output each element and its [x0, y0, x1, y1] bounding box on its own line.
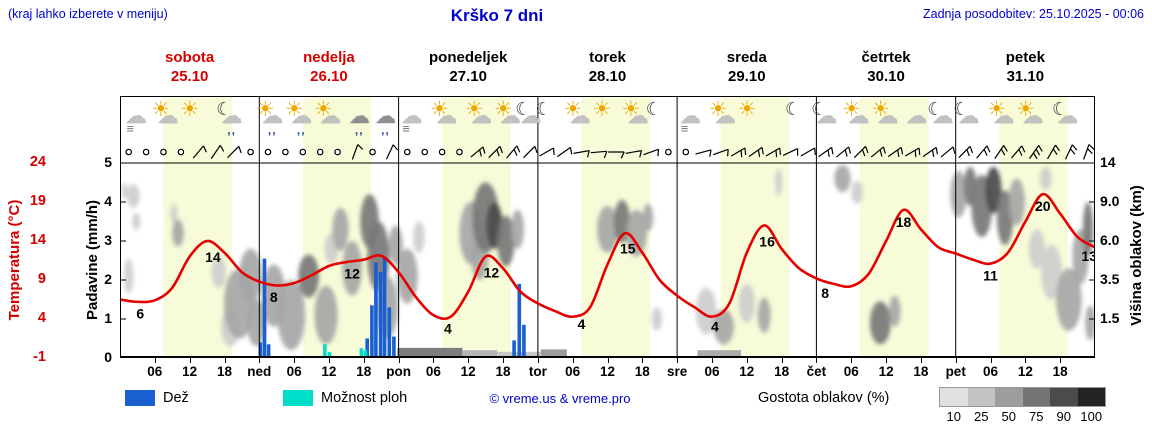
x-label-day: sre — [666, 364, 688, 379]
x-axis-labels: 06 12 18 ned 06 12 18 pon 06 12 18 tor 06 12 18 sre 06 12… — [120, 358, 1105, 384]
temperature-axis-label: Temperatura (°C) — [6, 199, 23, 321]
precipitation-axis-label: Padavine (mm/h) — [84, 199, 101, 321]
cloud-layer — [121, 165, 1095, 351]
x-label-day: pon — [386, 364, 411, 379]
menu-hint: (kraj lahko izberete v meniju) — [8, 7, 168, 21]
x-label-hour: 12 — [460, 364, 476, 379]
x-label-hour: 06 — [843, 364, 859, 379]
svg-text:8: 8 — [821, 285, 829, 301]
x-label-day: ned — [247, 364, 272, 379]
x-label-hour: 12 — [1017, 364, 1033, 379]
svg-text:4: 4 — [711, 319, 719, 335]
grid-lines — [120, 96, 1095, 358]
day-headers: sobota 25.10 nedelja 26.10 ponedeljek 27.10 to… — [0, 48, 1152, 90]
rain-legend-label: Dež — [163, 390, 189, 406]
x-label-day: tor — [528, 364, 547, 379]
x-label-hour: 12 — [878, 364, 894, 379]
svg-text:12: 12 — [484, 265, 500, 281]
showers-legend-label: Možnost ploh — [321, 390, 408, 406]
cloud-density-legend-label: Gostota oblakov (%) — [758, 390, 890, 406]
day-header-četrtek: četrtek 30.10 — [861, 49, 911, 85]
svg-text:8: 8 — [270, 289, 278, 305]
shower-bars — [323, 344, 368, 358]
x-label-hour: 12 — [599, 364, 616, 379]
x-label-hour: 06 — [147, 364, 163, 379]
temperature-value-labels: 6 14 8 12 4 12 4 15 4 16 8 18 11 20 13 — [136, 198, 1095, 336]
x-label-hour: 18 — [913, 364, 929, 379]
svg-text:6: 6 — [136, 306, 144, 322]
day-header-ponedeljek: ponedeljek 27.10 — [429, 49, 508, 85]
day-header-torek: torek 28.10 — [588, 49, 627, 85]
svg-text:15: 15 — [620, 241, 636, 257]
x-label-hour: 06 — [982, 364, 999, 379]
meteogram-chart: 6 14 8 12 4 12 4 15 4 16 8 18 11 20 13 — [120, 96, 1095, 358]
x-label-hour: 18 — [356, 364, 372, 379]
x-label-hour: 12 — [321, 364, 337, 379]
x-label-hour: 18 — [634, 364, 650, 379]
x-label-hour: 06 — [704, 364, 720, 379]
svg-text:4: 4 — [578, 316, 586, 332]
day-header-sobota: sobota 25.10 — [165, 49, 215, 85]
day-header-petek: petek 31.10 — [1005, 49, 1045, 85]
showers-legend-swatch — [283, 390, 313, 406]
x-label-hour: 06 — [425, 364, 441, 379]
x-label-hour: 18 — [1052, 364, 1068, 379]
day-header-nedelja: nedelja 26.10 — [303, 49, 355, 85]
x-label-hour: 18 — [495, 364, 511, 379]
svg-text:18: 18 — [896, 214, 912, 230]
svg-text:11: 11 — [983, 268, 998, 284]
x-label-hour: 18 — [774, 364, 790, 379]
cloud-density-scale-labels: 10 25 50 75 90 100 — [946, 409, 1103, 424]
rain-bars — [258, 256, 526, 358]
x-label-day: čet — [806, 364, 827, 379]
x-label-day: pet — [945, 364, 966, 379]
svg-text:16: 16 — [759, 233, 775, 249]
temperature-curve — [120, 192, 1095, 321]
svg-text:4: 4 — [444, 320, 452, 336]
cloud-density-gradient — [939, 387, 1106, 407]
svg-text:20: 20 — [1035, 198, 1051, 214]
last-update: Zadnja posodobitev: 25.10.2025 - 00:06 — [922, 7, 1144, 21]
svg-text:12: 12 — [344, 265, 360, 281]
svg-text:14: 14 — [205, 249, 221, 265]
page-title: Krško 7 dni — [450, 6, 544, 25]
x-label-hour: 06 — [286, 364, 302, 379]
wind-row — [125, 144, 1095, 160]
x-label-hour: 12 — [739, 364, 755, 379]
rain-legend-swatch — [125, 390, 155, 406]
x-label-hour: 06 — [565, 364, 581, 379]
day-header-sreda: sreda 29.10 — [726, 49, 767, 85]
svg-text:13: 13 — [1081, 248, 1095, 264]
x-label-hour: 18 — [216, 364, 233, 379]
x-label-hour: 12 — [182, 364, 198, 379]
copyright-link[interactable]: © vreme.us & vreme.pro — [489, 391, 631, 406]
